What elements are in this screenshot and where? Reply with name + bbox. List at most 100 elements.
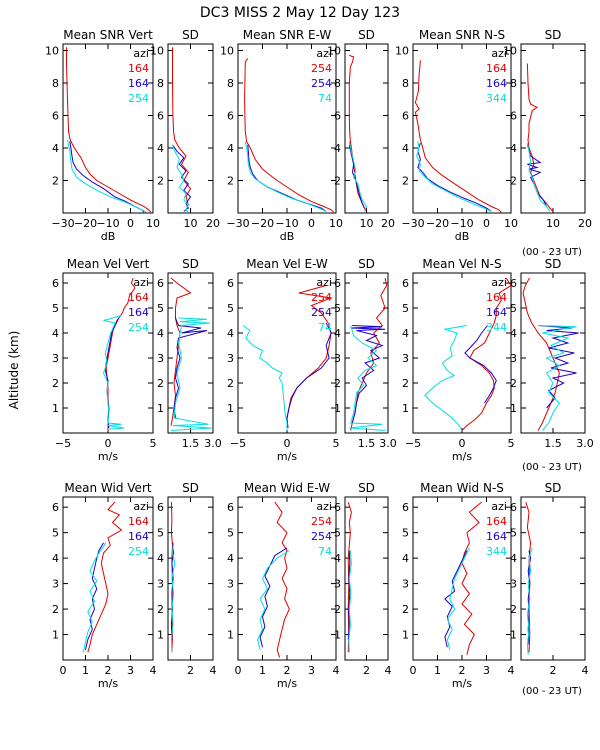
x-tick-label: 10 xyxy=(546,217,560,230)
y-axis-label: Altitude (km) xyxy=(7,331,21,410)
y-tick-label: 5 xyxy=(334,527,341,540)
series-line-cyan-3 xyxy=(102,315,125,430)
legend-entry: 164 xyxy=(486,515,507,528)
panel-frame xyxy=(520,43,586,214)
x-tick-label: 20 xyxy=(381,217,395,230)
legend-entry: 254 xyxy=(128,321,149,334)
series-line-red-1 xyxy=(461,501,482,656)
panel-title: SD xyxy=(358,481,375,495)
y-tick-label: 6 xyxy=(52,277,59,290)
legend-entry: 164 xyxy=(486,530,507,543)
legend-entry: 74 xyxy=(318,92,332,105)
x-tick-label: 4 xyxy=(508,664,515,677)
y-tick-label: 4 xyxy=(157,142,164,155)
y-tick-label: 10 xyxy=(503,45,517,58)
panel-frame xyxy=(344,496,389,661)
y-tick-label: 8 xyxy=(510,77,517,90)
x-tick-label: 3.0 xyxy=(576,437,594,450)
y-tick-label: 2 xyxy=(157,603,164,616)
panel-grid: Mean SNR Vert−30 −20 −10 0 10246810dBazi1641… xyxy=(45,28,594,690)
y-tick-label: 4 xyxy=(227,142,234,155)
y-tick-label: 8 xyxy=(334,77,341,90)
x-tick-label: 0 xyxy=(60,664,67,677)
x-tick-label: 3.0 xyxy=(379,437,397,450)
series-line-cyan-3 xyxy=(349,325,386,431)
y-tick-label: 6 xyxy=(227,110,234,123)
time-note-row2: (00 - 23 UT) xyxy=(522,462,582,473)
time-note-row1: (00 - 23 UT) xyxy=(522,247,582,258)
y-tick-label: 5 xyxy=(402,302,409,315)
panel-title: SD xyxy=(182,481,199,495)
x-tick-label: 0 xyxy=(105,437,112,450)
x-tick-label: 10 xyxy=(360,217,374,230)
legend-entry: 344 xyxy=(486,321,507,334)
legend-entry: 254 xyxy=(311,62,332,75)
series-line-blue-2 xyxy=(347,550,351,640)
y-tick-label: 6 xyxy=(334,277,341,290)
legend-header: azi xyxy=(133,500,149,513)
y-tick-label: 2 xyxy=(227,175,234,188)
x-axis-label: m/s xyxy=(277,450,297,463)
x-axis-label: m/s xyxy=(452,677,472,690)
y-tick-label: 2 xyxy=(227,377,234,390)
legend-entry: 254 xyxy=(311,530,332,543)
series-line-cyan-3 xyxy=(424,325,467,431)
y-tick-label: 4 xyxy=(402,552,409,565)
x-tick-label: −30 xyxy=(51,217,74,230)
x-tick-label: −20 xyxy=(251,217,274,230)
panel-title: SD xyxy=(545,481,562,495)
y-tick-label: 4 xyxy=(510,327,517,340)
series-line-blue-2 xyxy=(172,144,192,212)
x-tick-label: 2 xyxy=(459,664,466,677)
y-tick-label: 8 xyxy=(157,77,164,90)
x-axis-label: dB xyxy=(280,230,295,243)
y-tick-label: 10 xyxy=(45,45,59,58)
series-line-cyan-3 xyxy=(242,325,288,431)
y-tick-label: 3 xyxy=(402,352,409,365)
legend-entry: 254 xyxy=(128,545,149,558)
series-line-red-1 xyxy=(526,63,554,212)
legend-entry: 164 xyxy=(128,306,149,319)
series-line-red-1 xyxy=(172,47,192,211)
x-tick-label: −5 xyxy=(55,437,71,450)
legend-entry: 254 xyxy=(311,291,332,304)
panel-title: Mean Vel N-S xyxy=(422,257,501,271)
panel-wid-vert: Mean Wid Vert 0 1 2 3 4 1 2 3 4 5 6 m/s azi 164 164 254 xyxy=(52,481,157,690)
panel-title: SD xyxy=(545,28,562,42)
y-tick-label: 2 xyxy=(510,377,517,390)
series-line-cyan-3 xyxy=(446,547,470,650)
x-tick-label: 2 xyxy=(187,664,194,677)
legend-header: azi xyxy=(316,47,332,60)
series-line-blue-2 xyxy=(247,144,327,212)
x-tick-label: 4 xyxy=(385,664,392,677)
panel-frame xyxy=(344,43,389,214)
x-tick-label: 3.0 xyxy=(204,437,222,450)
series-line-cyan-3 xyxy=(172,144,189,213)
y-tick-label: 4 xyxy=(334,327,341,340)
series-line-blue-2 xyxy=(526,144,548,207)
panel-title: Mean SNR N-S xyxy=(419,28,505,42)
legend-header: azi xyxy=(491,500,507,513)
panel-wid-vert-sd: SD 2 4 1 2 3 4 5 6 xyxy=(157,481,217,677)
y-tick-label: 4 xyxy=(227,552,234,565)
legend-entry: 74 xyxy=(318,545,332,558)
y-tick-label: 5 xyxy=(510,527,517,540)
panel-snr-ns-sd: SD 10 20 2 4 6 8 10 xyxy=(503,28,592,230)
y-tick-label: 4 xyxy=(52,552,59,565)
panel-snr-ns: Mean SNR N-S −30 −20 −10 0 10 2 4 6 8 10 dB azi 164 16… xyxy=(395,28,518,243)
x-tick-label: 0 xyxy=(459,437,466,450)
y-tick-label: 2 xyxy=(402,175,409,188)
series-line-blue-2 xyxy=(444,550,468,648)
y-tick-label: 2 xyxy=(157,377,164,390)
x-tick-label: 1 xyxy=(259,664,266,677)
x-tick-label: 4 xyxy=(582,664,589,677)
legend-entry: 254 xyxy=(311,77,332,90)
y-tick-label: 4 xyxy=(52,142,59,155)
y-tick-label: 1 xyxy=(227,629,234,642)
legend-header: azi xyxy=(491,47,507,60)
x-tick-label: 0 xyxy=(235,664,242,677)
y-tick-label: 4 xyxy=(334,142,341,155)
